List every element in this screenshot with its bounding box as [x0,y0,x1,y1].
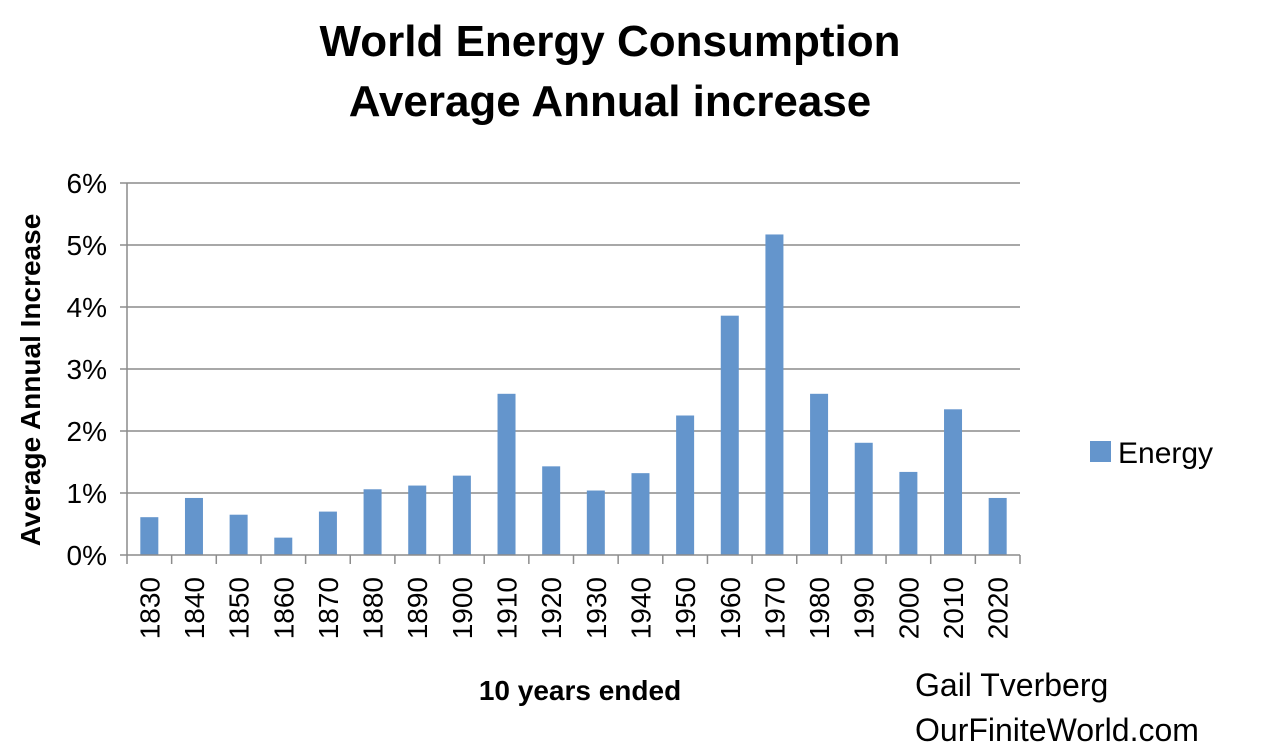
x-tick-label: 1900 [447,577,478,639]
legend: Energy [1090,437,1213,470]
bar-1840 [184,497,203,555]
x-tick-label: 1940 [625,577,656,639]
y-tick-label: 0% [67,540,107,571]
x-tick-label: 1860 [268,577,299,639]
bar-1940 [631,473,650,555]
x-tick-label: 1850 [224,577,255,639]
bar-1960 [720,315,739,555]
x-tick-label: 1840 [179,577,210,639]
bar-1970 [765,234,784,555]
bar-1890 [408,485,427,555]
x-tick-label: 1990 [849,577,880,639]
bar-1880 [363,489,382,555]
x-tick-label: 1930 [581,577,612,639]
x-tick-label: 1890 [402,577,433,639]
axes [126,183,1021,564]
bar-1900 [452,475,471,555]
chart-subtitle: Average Annual increase [349,77,872,126]
x-tick-label: 2020 [983,577,1014,639]
x-tick-label: 1980 [804,577,835,639]
x-axis-title: 10 years ended [479,675,681,706]
gridlines [120,182,1020,556]
y-tick-label: 2% [67,416,107,447]
bar-1870 [318,511,337,555]
bars [140,234,1007,555]
x-tick-label: 1970 [759,577,790,639]
x-tick-label: 2000 [893,577,924,639]
x-tick-label: 2010 [938,577,969,639]
x-tick-label: 1830 [134,577,165,639]
bar-1930 [586,490,605,555]
legend-swatch-energy [1090,441,1111,462]
y-tick-label: 5% [67,230,107,261]
bar-1830 [140,517,159,555]
bar-1920 [542,466,561,555]
y-tick-label: 4% [67,292,107,323]
x-tick-label: 1880 [358,577,389,639]
x-tick-label: 1910 [492,577,523,639]
y-tick-label: 3% [67,354,107,385]
bar-1910 [497,393,516,555]
bar-2000 [899,471,918,555]
credit-author: Gail Tverberg [915,667,1108,703]
x-tick-labels: 1830 1840 1850 1860 1870 1880 1890 1900 1910 1920… [134,577,1013,639]
x-tick-label: 1950 [670,577,701,639]
y-tick-label: 6% [67,168,107,199]
bar-1950 [676,415,695,555]
chart-title: World Energy Consumption [320,17,901,66]
x-tick-label: 1920 [536,577,567,639]
bar-1860 [274,537,293,555]
x-tick-label: 1870 [313,577,344,639]
credit-site: OurFiniteWorld.com [915,712,1199,748]
y-tick-label: 1% [67,478,107,509]
bar-1850 [229,514,248,555]
y-tick-labels: 0% 1% 2% 3% 4% 5% 6% [67,168,107,571]
x-tick-label: 1960 [715,577,746,639]
bar-1990 [854,442,873,555]
y-axis-title: Average Annual Increase [15,214,46,547]
bar-1980 [810,393,829,555]
bar-2020 [988,497,1007,555]
legend-label-energy: Energy [1118,437,1213,470]
bar-2010 [944,409,963,555]
